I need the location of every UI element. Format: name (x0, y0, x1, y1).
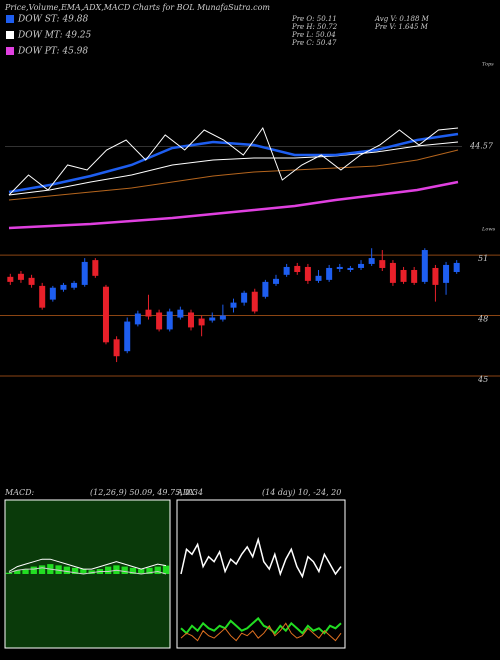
legend-label: DOW MT: 49.25 (17, 31, 92, 41)
candle-body (177, 309, 184, 318)
panel-title: ADX (176, 488, 195, 497)
stat: Pre O: 50.11 (291, 15, 337, 23)
stat: Pre V: 1.645 M (374, 23, 429, 31)
candle-body (219, 315, 226, 320)
candle-body (209, 317, 216, 321)
line-series (8, 558, 167, 572)
candle-body (379, 260, 386, 268)
histogram-bar (55, 565, 62, 574)
candle-body (7, 276, 14, 282)
histogram-bar (121, 566, 128, 574)
candle-body (347, 267, 354, 270)
panel-subtitle: (12,26,9) 50.09, 49.75, 0.34 (90, 488, 203, 497)
candle-body (326, 267, 333, 280)
line-series (8, 149, 459, 201)
line-series (8, 180, 459, 230)
legend-swatch (6, 47, 14, 55)
y-tick-label: 51 (478, 254, 488, 263)
panel (4, 499, 171, 649)
histogram-bar (63, 566, 70, 574)
candle-body (124, 321, 131, 352)
legend-label: DOW PT: 45.98 (17, 47, 88, 57)
stat: Pre H: 50.72 (291, 23, 338, 31)
candle-body (453, 262, 460, 272)
histogram-bar (14, 570, 21, 574)
histogram-bar (146, 567, 153, 574)
line-series (180, 616, 342, 635)
candle-body (400, 269, 407, 282)
bottom-label: Lows (481, 227, 496, 233)
histogram-bar (154, 566, 161, 574)
candle-body (49, 287, 56, 300)
candle-body (81, 261, 88, 285)
candle-body (113, 339, 120, 357)
histogram-bar (38, 565, 46, 574)
line-series (180, 622, 342, 642)
candle-body (421, 250, 428, 282)
histogram-bar (71, 567, 79, 574)
legend-label: DOW ST: 49.88 (17, 15, 88, 25)
candle-body (92, 260, 99, 276)
panel-subtitle: (14 day) 10, -24, 20 (262, 488, 341, 497)
candle-body (241, 292, 248, 303)
candle-body (315, 275, 322, 281)
histogram-bar (138, 569, 145, 574)
candle-body (273, 278, 280, 284)
histogram-bar (30, 566, 37, 574)
histogram-bar (113, 565, 120, 574)
histogram-bar (22, 569, 29, 574)
candle-body (368, 258, 375, 264)
histogram-bar (105, 566, 112, 574)
candle-body (411, 269, 418, 283)
y-tick-label: 48 (477, 315, 488, 324)
histogram-bar (80, 569, 87, 574)
candle-body (251, 291, 258, 312)
candle-body (102, 286, 109, 343)
candle-body (60, 284, 67, 290)
histogram-bar (88, 570, 95, 574)
top-label: Tops (482, 62, 494, 68)
page-title: Price,Volume,EMA,ADX,MACD Charts for BOL… (4, 3, 270, 12)
line-series (8, 126, 459, 196)
candle-body (28, 277, 35, 285)
candle-body (71, 282, 78, 288)
candle-body (198, 318, 205, 326)
candle-body (358, 263, 365, 268)
legend-swatch (6, 15, 14, 23)
reference-label: 44.57 (469, 142, 494, 151)
histogram-bar (129, 567, 137, 574)
candle-body (166, 311, 173, 330)
histogram-bar (5, 572, 13, 574)
candle-body (156, 312, 163, 330)
candle-body (336, 266, 343, 269)
line-series (8, 141, 459, 196)
stat: Pre L: 50.04 (291, 31, 336, 39)
candle-body (443, 264, 450, 283)
candle-body (134, 313, 141, 325)
stat: Avg V: 0.188 M (374, 15, 430, 23)
legend-swatch (6, 31, 14, 39)
candle-body (304, 266, 311, 281)
line-series (8, 132, 459, 194)
candle-body (294, 265, 301, 272)
line-series (8, 567, 167, 575)
candle-body (145, 309, 152, 317)
panel-title: MACD: (4, 488, 35, 497)
candle-body (230, 302, 237, 308)
stat: Pre C: 50.47 (291, 39, 337, 47)
candle-body (262, 281, 269, 297)
candle-body (432, 267, 439, 285)
line-series (180, 536, 342, 579)
histogram-bar (162, 565, 170, 574)
candle-body (389, 262, 396, 283)
candle-body (17, 273, 24, 280)
candle-body (283, 266, 290, 275)
candle-body (39, 285, 46, 308)
y-tick-label: 45 (477, 375, 488, 384)
candle-body (187, 312, 194, 328)
